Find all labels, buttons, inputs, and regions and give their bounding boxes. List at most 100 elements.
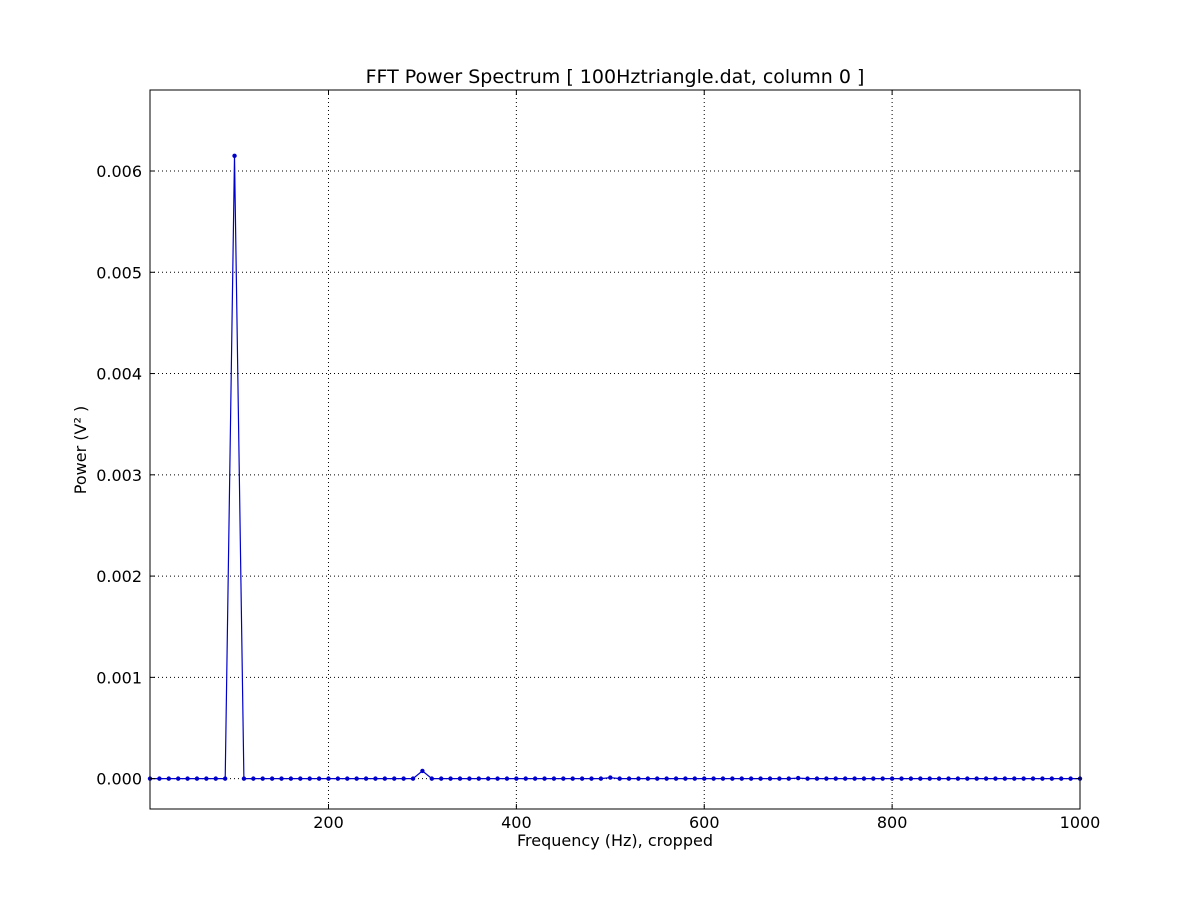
data-point xyxy=(448,776,453,781)
data-point xyxy=(194,776,200,781)
data-point xyxy=(955,776,961,781)
data-point xyxy=(965,776,970,781)
data-point xyxy=(683,776,688,781)
y-tick-label: 0.005 xyxy=(96,263,142,282)
data-point xyxy=(927,776,932,781)
data-point xyxy=(1021,776,1026,781)
data-point xyxy=(1059,776,1064,781)
data-point xyxy=(805,776,810,781)
data-point xyxy=(485,776,491,781)
data-point xyxy=(758,776,763,781)
x-tick-label: 1000 xyxy=(1060,813,1101,832)
data-point xyxy=(711,776,716,781)
data-point xyxy=(532,776,538,781)
data-point xyxy=(457,776,463,781)
data-point xyxy=(871,776,876,781)
data-point xyxy=(307,776,312,781)
data-point xyxy=(157,776,162,781)
data-point xyxy=(382,776,388,781)
series-points-group xyxy=(147,153,1083,781)
y-axis-ticks: 0.000 0.001 0.002 0.003 0.004 0.005 0.006 xyxy=(96,162,1080,789)
data-point xyxy=(363,776,369,781)
data-point xyxy=(373,776,378,781)
data-point xyxy=(551,776,557,781)
y-tick-label: 0.006 xyxy=(96,162,142,181)
y-tick-label: 0.003 xyxy=(96,466,142,485)
data-point xyxy=(993,776,998,781)
x-tick-label: 600 xyxy=(689,813,720,832)
data-point xyxy=(598,776,604,781)
x-axis-label: Frequency (Hz), cropped xyxy=(517,831,713,850)
data-point xyxy=(354,776,359,781)
data-point xyxy=(852,776,857,781)
x-tick-label: 200 xyxy=(313,813,344,832)
y-axis-label: Power (V² ) xyxy=(71,406,90,494)
data-point xyxy=(814,776,820,781)
data-point xyxy=(617,776,622,781)
data-point xyxy=(626,776,632,781)
chart-title: FFT Power Spectrum [ 100Hztriangle.dat, … xyxy=(366,66,865,88)
data-point xyxy=(410,776,416,781)
data-point xyxy=(335,776,341,781)
data-point xyxy=(523,776,528,781)
data-point xyxy=(579,776,585,781)
data-point xyxy=(514,776,519,781)
data-point xyxy=(767,776,773,781)
data-point xyxy=(1002,776,1008,781)
data-point xyxy=(861,776,867,781)
data-point xyxy=(833,776,838,781)
plot-frame xyxy=(149,89,1081,810)
data-point xyxy=(213,776,218,781)
data-point xyxy=(251,776,256,781)
data-point xyxy=(316,776,322,781)
data-point xyxy=(702,776,707,781)
data-point xyxy=(730,776,735,781)
data-point xyxy=(166,776,171,781)
data-point xyxy=(1040,776,1045,781)
data-point xyxy=(241,776,247,781)
data-point xyxy=(1012,776,1017,781)
data-point xyxy=(570,776,575,781)
y-tick-label: 0.004 xyxy=(96,365,142,384)
data-point xyxy=(260,776,265,781)
x-tick-label: 400 xyxy=(501,813,532,832)
data-point xyxy=(899,776,904,781)
data-point xyxy=(420,768,425,774)
data-point xyxy=(392,776,397,781)
data-point xyxy=(204,776,209,781)
data-point xyxy=(495,776,500,781)
data-point xyxy=(288,776,294,781)
data-point xyxy=(720,776,726,781)
data-point xyxy=(918,776,923,781)
data-point xyxy=(777,776,782,781)
data-point xyxy=(401,776,406,781)
data-point xyxy=(589,776,594,781)
data-point xyxy=(908,776,914,781)
data-point xyxy=(1068,776,1073,781)
data-point xyxy=(974,776,979,781)
data-point xyxy=(185,776,190,781)
data-point xyxy=(345,776,350,781)
data-point xyxy=(326,776,331,781)
data-point xyxy=(936,776,942,781)
data-point xyxy=(880,776,885,781)
data-point xyxy=(664,776,669,781)
y-tick-label: 0.000 xyxy=(96,770,142,789)
data-point xyxy=(504,776,510,781)
data-point xyxy=(1049,776,1055,781)
data-point xyxy=(467,776,472,781)
data-point xyxy=(786,776,791,781)
x-tick-label: 800 xyxy=(877,813,908,832)
y-tick-label: 0.002 xyxy=(96,567,142,586)
data-point xyxy=(739,776,745,781)
data-point xyxy=(824,776,829,781)
data-point xyxy=(749,776,754,781)
data-point xyxy=(608,775,613,780)
data-point xyxy=(175,776,181,781)
data-point xyxy=(673,776,679,781)
data-point xyxy=(889,776,895,781)
data-point xyxy=(232,153,237,159)
series-line xyxy=(150,155,1080,780)
